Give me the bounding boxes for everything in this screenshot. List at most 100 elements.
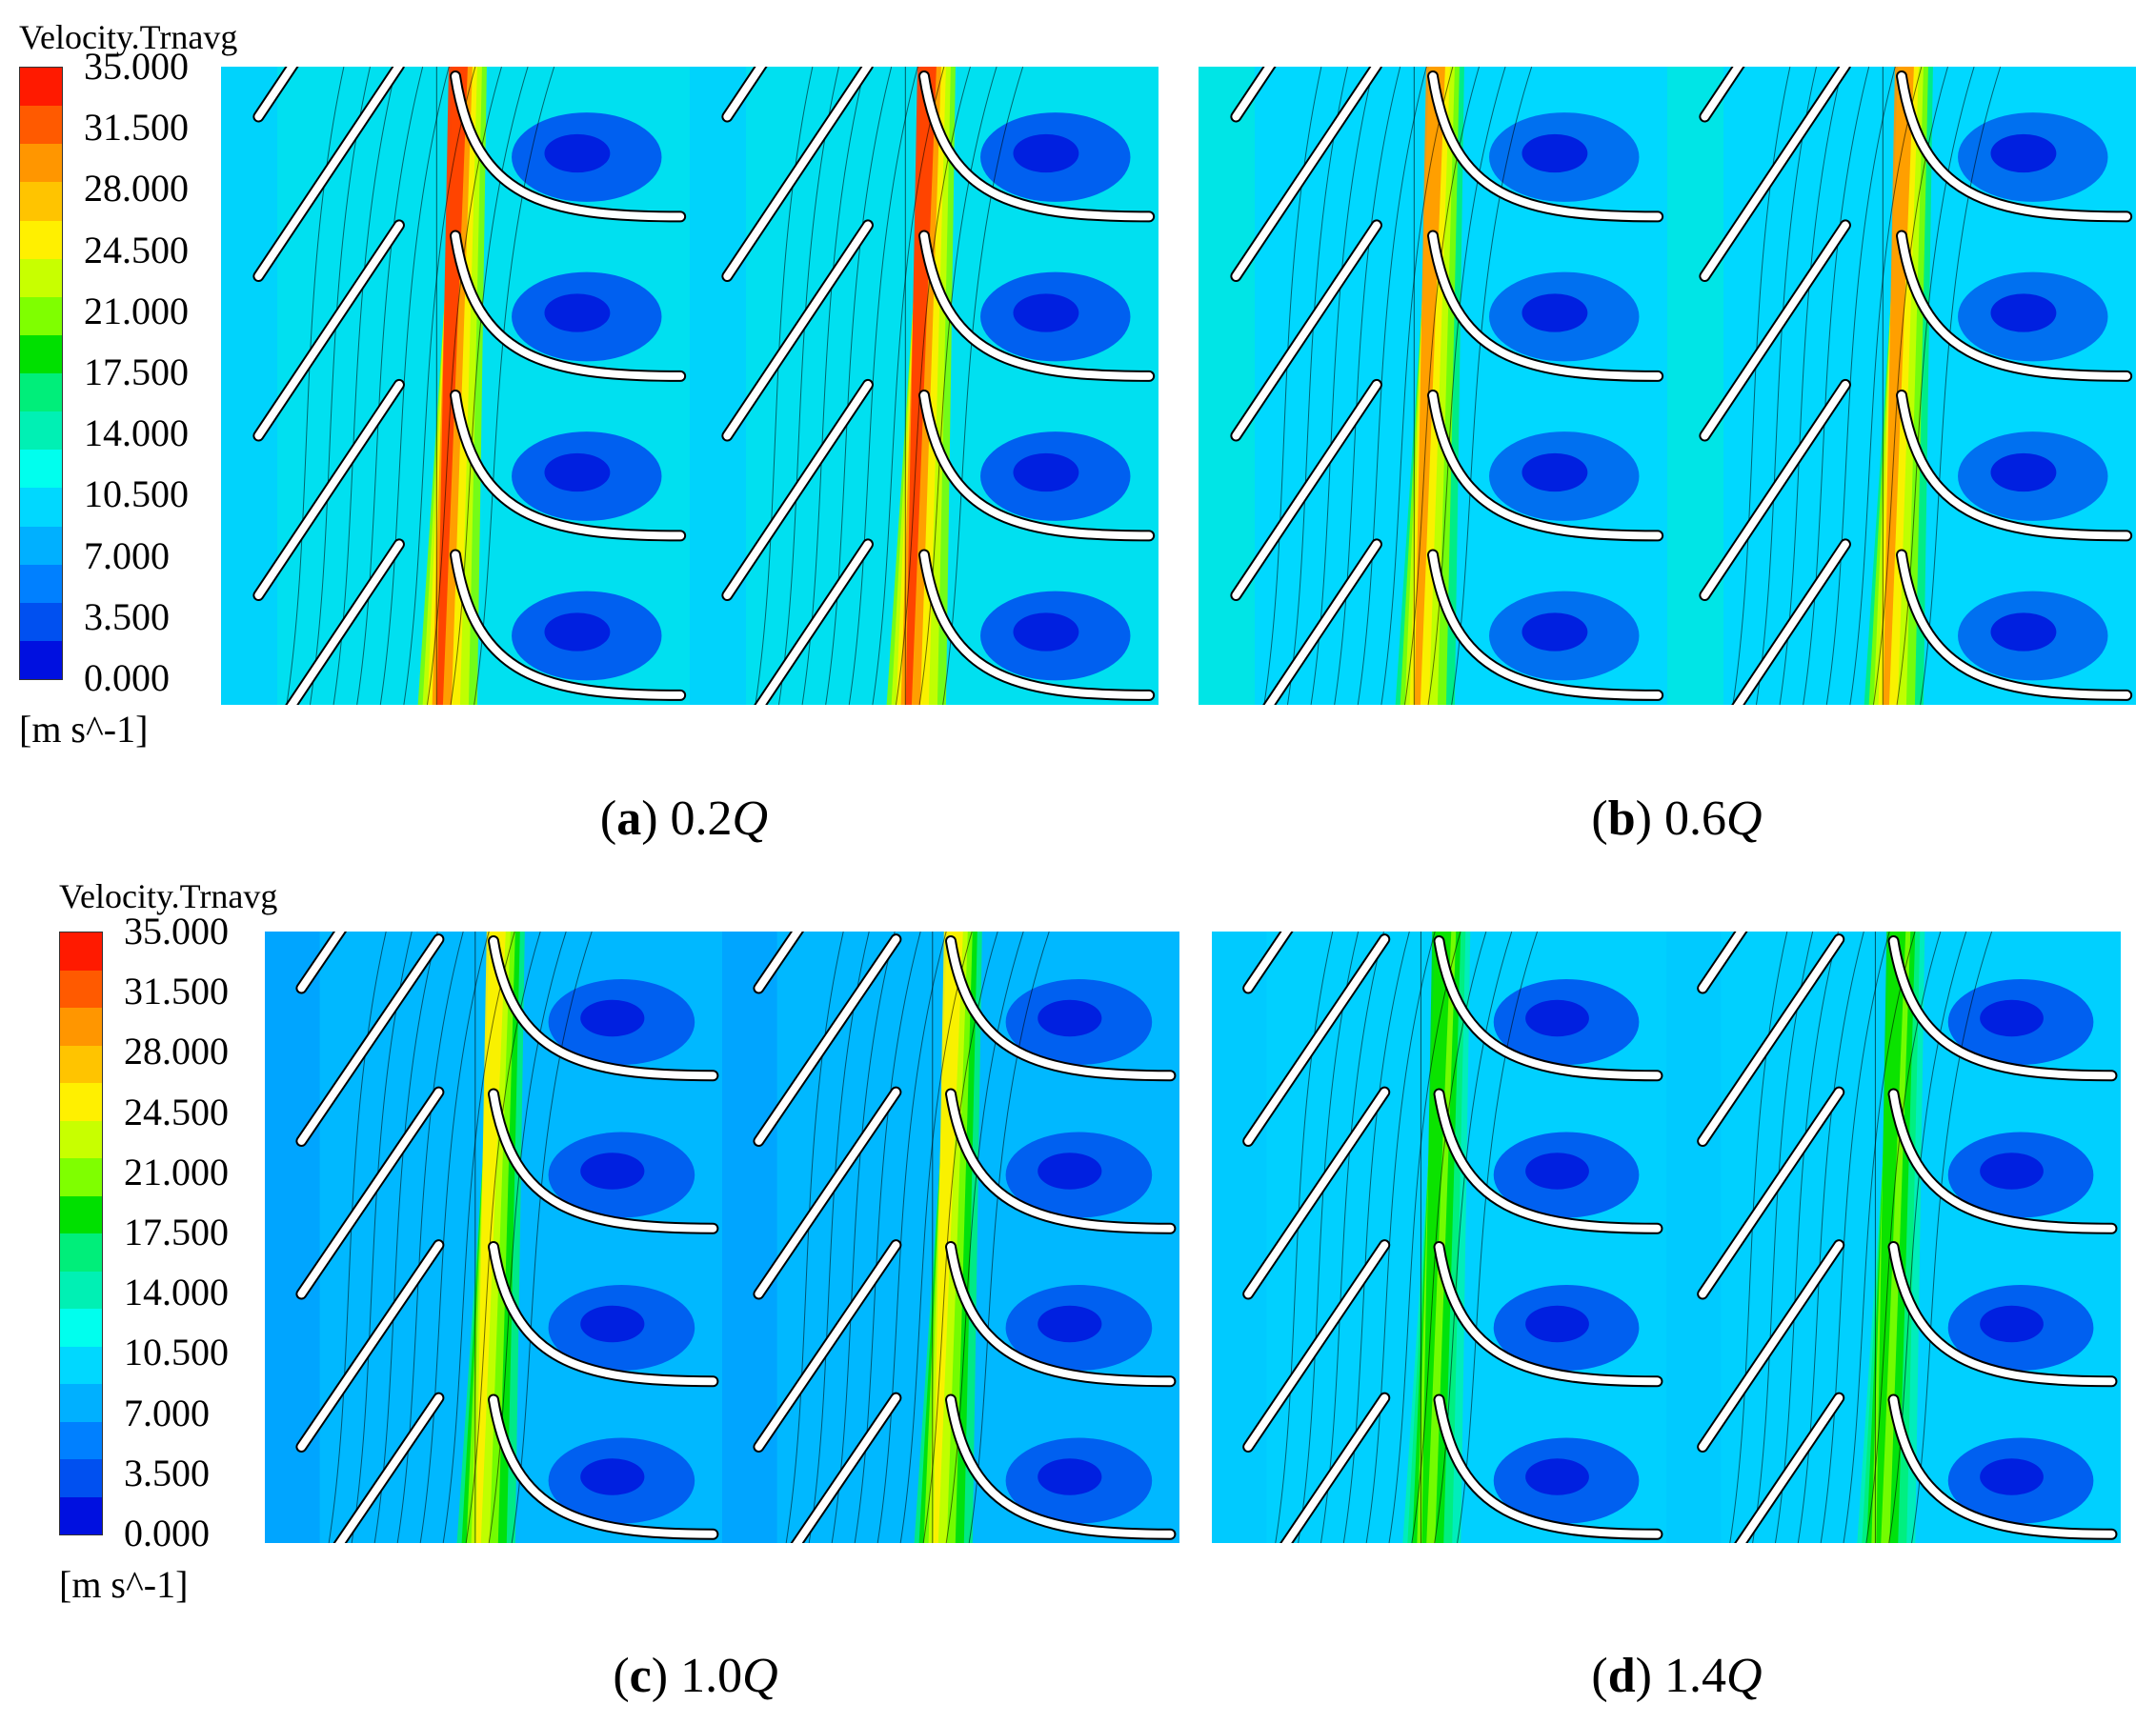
rotor-blade — [297, 1088, 443, 1298]
rotor-blade — [1244, 935, 1389, 1145]
contour-line — [450, 67, 529, 705]
rotor-blade — [1232, 380, 1380, 599]
rotor-blade — [1232, 221, 1380, 440]
color-swatch — [60, 1384, 102, 1422]
guide-vane — [920, 72, 1154, 221]
legend-title: Velocity.Trnavg — [59, 877, 278, 915]
inlet-zone — [722, 932, 777, 1543]
rotor-blade — [755, 1241, 900, 1451]
guide-vane — [1889, 937, 2116, 1080]
rotor-blade — [723, 67, 766, 121]
low-velocity-core — [1980, 1153, 2044, 1190]
guide-vane — [490, 1243, 717, 1386]
caption-c: (c) 1.0Q — [613, 1649, 778, 1703]
contour-line — [442, 932, 515, 1543]
inlet-zone — [690, 67, 747, 705]
legend-tick-label: 35.000 — [84, 45, 189, 88]
contour-line — [1797, 932, 1864, 1543]
rotor-blade — [297, 935, 443, 1145]
contour-line — [808, 932, 870, 1543]
contour-line — [831, 932, 896, 1543]
contour-line — [1888, 932, 1967, 1543]
contour-line — [403, 67, 476, 705]
low-velocity-core — [1521, 612, 1588, 652]
guide-vane — [1429, 231, 1662, 380]
contour-line — [1920, 67, 2002, 705]
low-velocity-core — [1038, 1305, 1102, 1343]
color-swatch — [20, 182, 62, 221]
low-velocity-core — [580, 1458, 645, 1495]
contour-line — [1843, 932, 1916, 1543]
color-swatch — [20, 564, 62, 603]
color-swatch — [60, 1496, 102, 1534]
contour-line — [309, 67, 371, 705]
guide-vane — [1898, 72, 2131, 221]
legend-tick-label: 7.000 — [124, 1391, 210, 1434]
rotor-blade — [1244, 1088, 1389, 1298]
rotor-blade — [723, 67, 872, 280]
color-swatch — [20, 488, 62, 527]
low-velocity-core — [1521, 293, 1588, 332]
rotor-blade — [254, 380, 403, 599]
guide-vane — [1889, 1395, 2116, 1538]
contour-line — [1451, 67, 1533, 705]
guide-vane — [947, 1243, 1175, 1386]
contour-line — [1752, 932, 1814, 1543]
contour-line — [968, 932, 1050, 1543]
low-velocity-core — [1521, 452, 1588, 492]
low-velocity-core — [544, 452, 611, 492]
color-swatch — [20, 144, 62, 183]
legend-tick-label: 3.500 — [84, 594, 170, 638]
contour-line — [1774, 932, 1839, 1543]
contour-line — [328, 932, 387, 1543]
low-velocity-core — [1525, 1153, 1589, 1190]
contour-line — [877, 932, 947, 1543]
caption-b: (b) 0.6Q — [1591, 792, 1763, 846]
rotor-blade — [1701, 67, 1849, 280]
contour-line — [1803, 67, 1870, 705]
guide-vane — [920, 391, 1154, 540]
guide-vane — [1898, 231, 2131, 380]
guide-vane — [1898, 391, 2131, 540]
color-swatch — [60, 970, 102, 1008]
contour-line — [1365, 932, 1436, 1543]
legend-tick-label: 35.000 — [124, 910, 229, 952]
guide-vane — [1889, 1243, 2116, 1386]
contour-line — [474, 67, 555, 705]
contour-line — [1911, 932, 1993, 1543]
rotor-blade — [254, 221, 403, 440]
color-swatch — [20, 106, 62, 145]
rotor-blade — [297, 1241, 443, 1451]
rotor-blade — [1701, 380, 1849, 599]
rotor-blade — [297, 932, 345, 992]
guide-vane — [1429, 391, 1662, 540]
legend-tick-label: 21.000 — [124, 1150, 229, 1193]
contour-line — [942, 67, 1024, 705]
guide-vane — [490, 1090, 717, 1233]
color-swatch — [20, 296, 62, 335]
legend-tick-label: 17.500 — [84, 351, 189, 393]
contour-panel-d — [1212, 932, 2121, 1543]
legend-title: Velocity.Trnavg — [19, 18, 238, 56]
contour-line — [1457, 932, 1539, 1543]
contour-panel-c — [265, 932, 1179, 1543]
color-swatch — [60, 932, 102, 971]
color-swatch — [60, 1120, 102, 1158]
low-velocity-core — [1038, 1153, 1102, 1190]
color-swatch — [60, 1008, 102, 1046]
contour-panel-b — [1199, 67, 2136, 705]
contour-line — [1732, 67, 1791, 705]
legend-tick-label: 0.000 — [84, 656, 170, 699]
contour-line — [1357, 67, 1427, 705]
color-swatch — [20, 640, 62, 679]
legend-tick-label: 17.500 — [124, 1211, 229, 1253]
contour-line — [1342, 932, 1410, 1543]
low-velocity-core — [1990, 133, 2057, 173]
color-swatch — [60, 1195, 102, 1233]
contour-line — [1849, 67, 1923, 705]
guide-vane — [490, 937, 717, 1080]
velocity-band — [1414, 67, 1445, 705]
low-velocity-core — [1980, 1305, 2044, 1343]
low-velocity-core — [544, 293, 611, 332]
rotor-blade — [1699, 1241, 1844, 1451]
